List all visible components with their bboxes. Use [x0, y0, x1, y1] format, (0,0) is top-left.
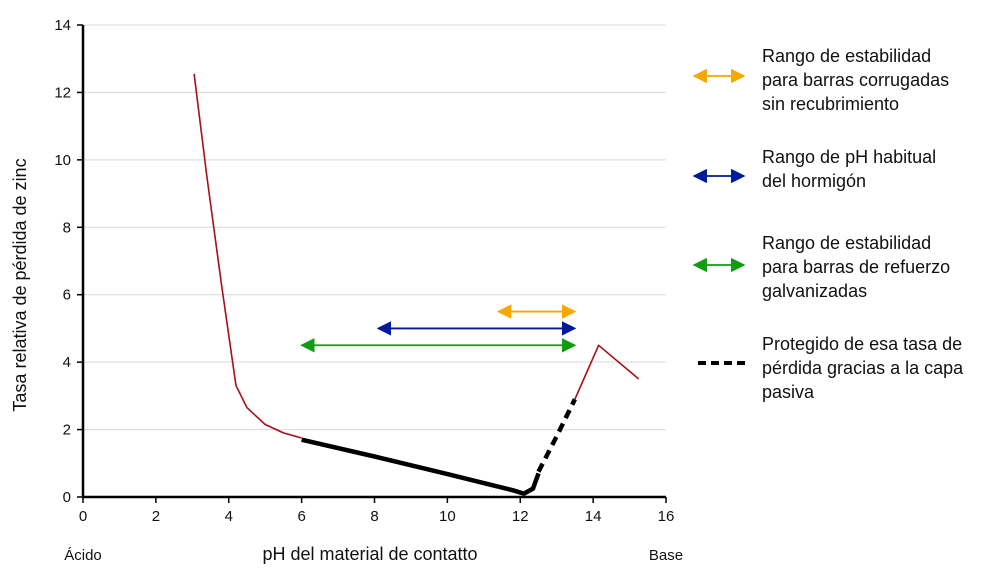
legend-line: sin recubrimiento	[762, 94, 899, 114]
legend-label-concrete: Rango de pH habitual del hormigón	[762, 147, 941, 191]
legend-line: para barras de refuerzo	[762, 257, 950, 277]
x-tick-label: 0	[79, 508, 87, 525]
y-tick-label: 4	[63, 354, 71, 371]
legend-line: Rango de pH habitual	[762, 147, 936, 167]
x-tick-label: 6	[297, 508, 305, 525]
x-axis-title: pH del material de contatto	[262, 544, 477, 564]
x-tick-label: 12	[512, 508, 529, 525]
series-passive_solid	[301, 437, 541, 496]
legend-line: Rango de estabilidad	[762, 46, 931, 66]
x-tick-label: 4	[225, 508, 233, 525]
x-tick-label: 8	[370, 508, 378, 525]
legend-label-uncoated: Rango de estabilidad para barras corruga…	[762, 46, 954, 114]
y-tick-label: 6	[63, 287, 71, 304]
legend-line: Protegido de esa tasa de	[762, 334, 962, 354]
x-tick-label: 10	[439, 508, 456, 525]
series-loss_curve_base	[574, 344, 640, 400]
y-tick-label: 14	[54, 17, 71, 34]
x-axis-base-label: Base	[649, 547, 683, 564]
range-arrows	[300, 304, 577, 353]
series-layer	[193, 73, 640, 496]
x-tick-label: 16	[658, 508, 675, 525]
x-tick-label: 14	[585, 508, 602, 525]
series-passive_dashed	[536, 398, 577, 473]
legend-line: Rango de estabilidad	[762, 233, 931, 253]
legend: Rango de estabilidad para barras corruga…	[692, 46, 968, 402]
x-axis-acid-label: Ácido	[64, 547, 102, 564]
y-tick-label: 12	[54, 84, 71, 101]
legend-label-galvanized: Rango de estabilidad para barras de refu…	[762, 233, 955, 301]
x-tick-label: 2	[152, 508, 160, 525]
y-tick-labels: 0 2 4 6 8 10 12 14	[54, 17, 83, 506]
gridlines	[83, 24, 666, 431]
x-tick-labels: 0 2 4 6 8 10 12 14 16	[79, 497, 675, 525]
legend-line: del hormigón	[762, 171, 866, 191]
legend-line: galvanizadas	[762, 281, 867, 301]
legend-line: pasiva	[762, 382, 815, 402]
y-tick-label: 10	[54, 152, 71, 169]
y-tick-label: 2	[63, 422, 71, 439]
y-tick-label: 0	[63, 489, 71, 506]
legend-label-protected: Protegido de esa tasa de pérdida gracias…	[762, 334, 968, 402]
legend-line: para barras corrugadas	[762, 70, 949, 90]
legend-line: pérdida gracias a la capa	[762, 358, 964, 378]
y-axis-title: Tasa relativa de pérdida de zinc	[10, 158, 30, 411]
series-loss_curve_acid	[193, 73, 302, 439]
y-tick-label: 8	[63, 219, 71, 236]
